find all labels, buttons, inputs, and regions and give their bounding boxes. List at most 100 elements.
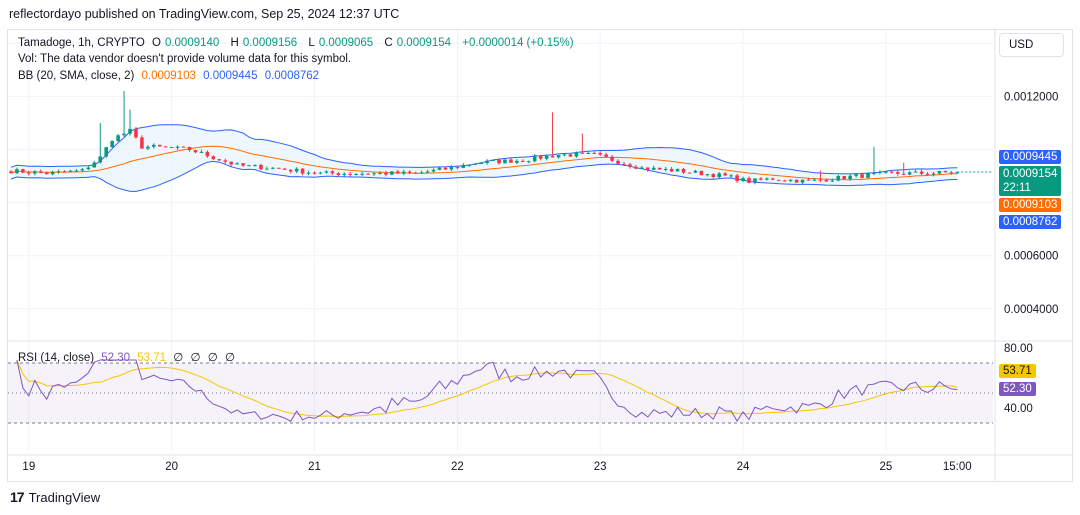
lower-band-price-tag: 0.0008762 [999,215,1062,229]
candle-body [586,152,591,154]
candle [241,162,245,167]
candle-body [27,172,31,174]
bollinger-bands [10,124,958,192]
candle-body [937,170,942,174]
candle-body [776,179,781,181]
candle-body [271,167,275,169]
candle [336,171,341,177]
candle-body [562,154,567,156]
candle [634,164,638,170]
candle [646,167,650,172]
candle-body [324,171,329,173]
candle [538,154,543,161]
bb-lower-line [10,160,958,192]
candle [925,172,930,176]
candle [884,170,888,174]
candle [157,144,162,147]
high-value: H 0.0009156 [230,37,298,49]
candle-body [407,171,412,173]
candle [419,170,424,174]
candle [598,151,602,156]
candle-body [163,146,168,148]
candle [294,167,299,174]
candle-body [50,171,55,175]
candle-body [824,180,829,182]
candle [628,162,632,169]
candle-body [241,163,245,166]
candle-body [931,173,936,175]
candle [675,168,680,172]
candle [800,179,805,185]
candle [282,167,287,170]
candle-body [128,128,132,134]
candle-body [794,179,799,183]
candle [919,169,924,176]
candle-body [21,169,25,173]
bar-countdown: 22:11 [1003,182,1031,194]
candle-body [187,147,192,151]
candle [437,166,442,171]
candle-body [205,151,210,157]
candles [9,91,993,185]
candle-body [122,133,126,136]
candle-body [86,167,91,170]
candle [509,158,513,163]
candle-body [288,169,293,172]
candle-body [330,171,335,174]
candle-body [455,167,460,169]
candle [616,159,620,165]
candle-body [336,173,341,175]
symbol-label[interactable]: Tamadoge, 1h, CRYPTO [18,37,145,49]
time-tick-label: 15:00 [943,461,972,473]
candle-body [747,178,751,183]
candle-body [806,179,811,181]
candle [497,157,501,165]
candle-body [473,163,477,165]
candle [794,179,799,183]
candle-body [884,171,888,173]
tradingview-footer[interactable]: 17 TradingView [10,489,100,505]
candle [348,172,353,177]
candle-body [699,170,704,176]
time-tick-label: 21 [308,461,321,473]
candle [306,170,311,176]
candle-body [610,156,614,161]
candle-body [526,161,531,163]
candle-body [604,154,608,157]
candle-body [300,168,305,174]
candle-body [640,167,644,169]
candle [407,170,412,175]
candle [723,171,727,177]
candle [651,165,656,170]
bb-label[interactable]: BB (20, SMA, close, 2) [18,70,135,82]
candle-body [413,172,418,174]
candle [574,151,579,158]
rsi-label[interactable]: RSI (14, close) [18,352,95,364]
candle-body [765,178,769,180]
candle [485,159,489,165]
candle [830,178,835,183]
candle-body [515,160,519,163]
candle [521,159,525,163]
close-value: C 0.0009154 [384,37,452,49]
candle-body [68,170,73,172]
bb-upper-line [10,124,958,175]
candle-body [431,169,436,172]
candle [526,160,531,164]
rsi-extra-3: ∅ [207,352,218,364]
candle-body [895,172,900,174]
candle [604,152,608,158]
candle-body [157,144,162,147]
tradingview-logo-icon: 17 [10,489,25,505]
bb-basis-line [10,145,958,181]
candle-body [913,171,918,173]
candle [413,171,418,174]
currency-button[interactable]: USD [999,33,1064,57]
candle-body [425,171,430,173]
candle [312,171,317,175]
candle-body [98,156,103,163]
time-tick-label: 19 [22,461,35,473]
candle-body [866,173,870,178]
candle-body [854,174,858,176]
